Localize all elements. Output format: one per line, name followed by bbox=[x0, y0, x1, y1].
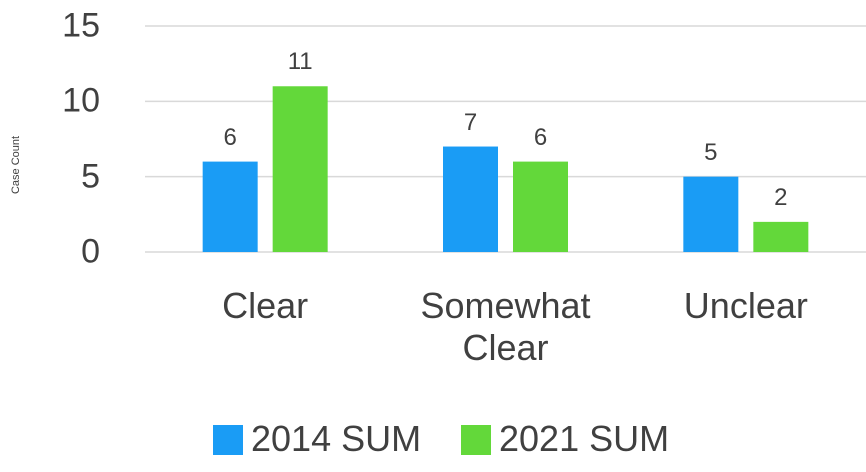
legend-label: 2014 SUM bbox=[251, 418, 422, 459]
data-label: 6 bbox=[533, 123, 548, 151]
data-label: 5 bbox=[704, 138, 718, 166]
x-tick-label: Somewhat Clear bbox=[420, 285, 591, 368]
data-label: 7 bbox=[463, 108, 478, 136]
data-label: 2 bbox=[774, 183, 788, 211]
legend-swatch bbox=[213, 425, 243, 455]
x-tick-label: Clear bbox=[222, 285, 309, 326]
data-label: 6 bbox=[223, 123, 237, 151]
legend-swatch bbox=[461, 425, 491, 455]
y-tick-label: 5 bbox=[81, 157, 100, 196]
y-tick-label: 0 bbox=[81, 232, 100, 271]
bar bbox=[683, 176, 739, 252]
bar bbox=[202, 161, 258, 252]
bar bbox=[443, 146, 498, 252]
data-label: 11 bbox=[287, 48, 313, 76]
y-tick-label: 10 bbox=[62, 81, 100, 120]
legend-label: 2021 SUM bbox=[499, 418, 670, 459]
x-tick-label: Unclear bbox=[683, 285, 808, 326]
bar bbox=[272, 86, 328, 253]
bar bbox=[513, 161, 568, 252]
y-tick-label: 15 bbox=[62, 6, 100, 45]
bar bbox=[753, 221, 809, 252]
